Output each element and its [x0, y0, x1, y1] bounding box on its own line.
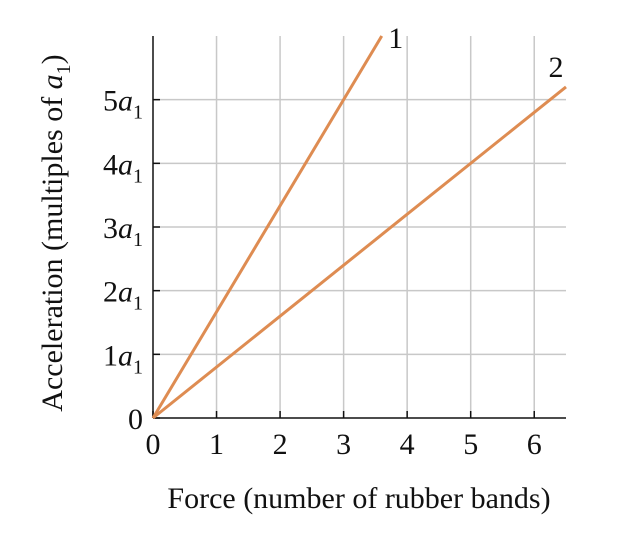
y-tick-label: 4a1 — [103, 148, 143, 187]
series-lines — [151, 35, 567, 420]
y-axis-title: Acceleration (multiples of a1) — [36, 54, 75, 411]
x-tick-label: 6 — [527, 428, 542, 461]
y-tick-label: 2a1 — [103, 276, 143, 315]
x-tick-label: 3 — [336, 428, 351, 461]
y-tick-label: 3a1 — [103, 212, 143, 251]
series-line-1 — [151, 35, 384, 419]
x-axis-title: Force (number of rubber bands) — [167, 482, 550, 515]
axes — [152, 36, 566, 419]
series-label-2: 2 — [549, 51, 564, 84]
series-label-1: 1 — [388, 22, 403, 55]
x-tick-label: 2 — [273, 428, 288, 461]
y-tick-labels: 0 1a1 2a1 3a1 4a1 5a1 — [103, 85, 143, 436]
x-tick-label: 4 — [400, 428, 415, 461]
y-tick-label: 0 — [128, 403, 143, 436]
y-tick-label: 5a1 — [103, 85, 143, 124]
y-tick-label: 1a1 — [103, 339, 143, 378]
x-tick-label: 0 — [146, 428, 161, 461]
x-tick-label: 5 — [463, 428, 478, 461]
line-labels: 12 — [388, 22, 563, 84]
x-tick-label: 1 — [209, 428, 224, 461]
series-line-2 — [152, 85, 567, 420]
x-tick-labels: 0 1 2 3 4 5 6 — [146, 428, 542, 461]
grid — [153, 36, 566, 418]
